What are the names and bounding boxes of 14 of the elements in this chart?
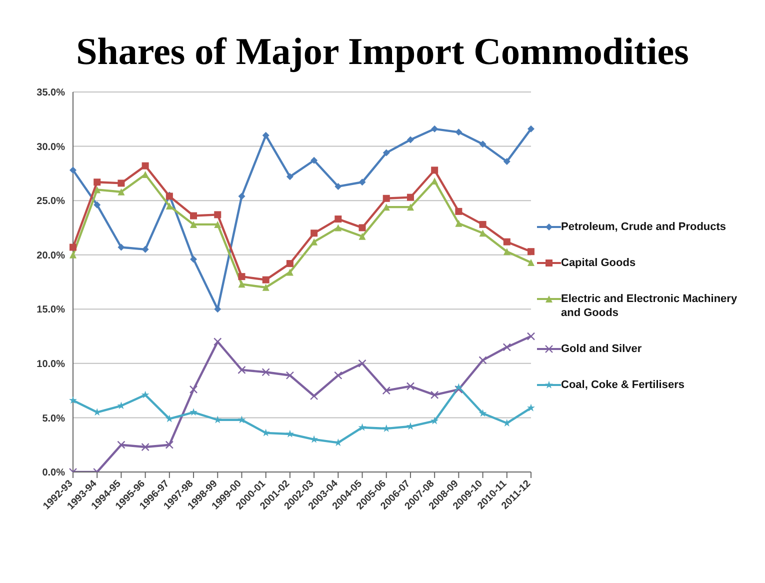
y-tick-label: 0.0% [42,468,66,479]
y-tick-label: 15.0% [36,304,66,316]
y-tick-label: 5.0% [42,413,66,424]
y-tick-label: 30.0% [36,142,66,153]
legend-label: Electric and Electronic Machinery and Goods [561,292,738,320]
y-tick-label: 35.0% [36,88,66,99]
legend-label: Petroleum, Crude and Products [561,220,726,234]
chart-title: Shares of Major Import Commodities [75,30,690,74]
y-tick-label: 10.0% [36,358,66,370]
legend-label: Capital Goods [561,256,636,270]
legend-label: Coal, Coke & Fertilisers [561,378,684,392]
y-tick-label: 20.0% [36,250,66,262]
legend-label: Gold and Silver [561,342,642,356]
y-tick-label: 25.0% [36,196,66,208]
